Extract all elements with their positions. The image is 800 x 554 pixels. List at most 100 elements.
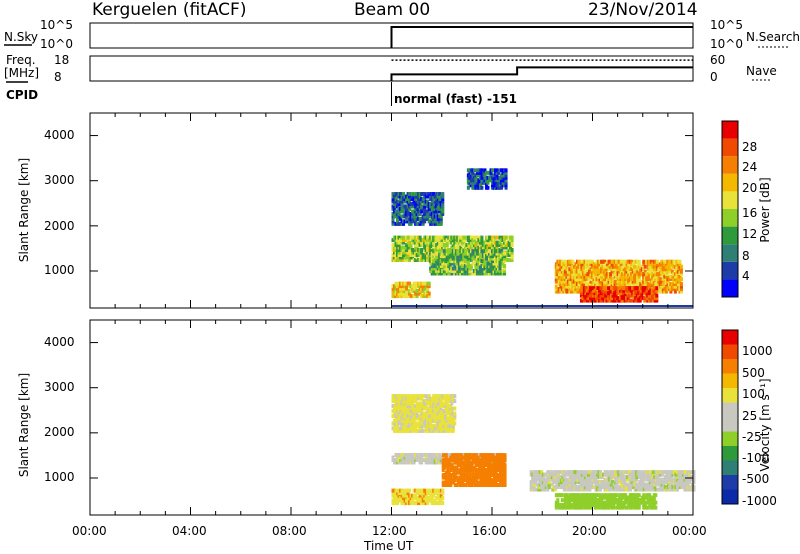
power-cell — [580, 282, 584, 287]
power-cell — [584, 291, 588, 296]
velocity-cell — [402, 428, 406, 433]
power-cell — [494, 170, 498, 175]
power-cell — [466, 180, 470, 185]
power-cell — [554, 272, 558, 277]
power-cell — [471, 261, 475, 266]
power-cell — [475, 240, 479, 245]
power-cell — [487, 170, 491, 175]
power-cell — [400, 197, 404, 202]
power-cell — [655, 262, 659, 267]
power-cell — [468, 266, 472, 271]
power-cell — [429, 221, 433, 226]
velocity-cell — [626, 470, 630, 475]
power-cell — [588, 286, 592, 291]
power-cell — [451, 238, 455, 243]
power-cell — [394, 197, 398, 202]
power-cell — [577, 269, 581, 274]
velocity-cell — [575, 503, 579, 508]
velocity-cell — [430, 488, 434, 493]
power-cell — [578, 264, 582, 269]
velocity-cell — [632, 472, 636, 477]
power-cell — [417, 281, 421, 286]
velocity-cell — [444, 399, 448, 404]
velocity-cell — [612, 470, 616, 475]
velocity-cell — [430, 501, 434, 506]
velocity-cell — [678, 482, 682, 487]
velocity-cell — [442, 394, 446, 399]
velocity-cell — [631, 495, 635, 500]
velocity-cell — [503, 475, 507, 480]
velocity-cell — [465, 463, 469, 468]
power-cell — [408, 219, 412, 224]
power-cell — [580, 269, 584, 274]
power-cell — [649, 284, 653, 289]
power-cell — [637, 279, 641, 284]
velocity-cell — [623, 477, 627, 482]
power-cell — [424, 209, 428, 214]
velocity-cell — [432, 491, 436, 496]
velocity-cell — [453, 453, 457, 458]
velocity-cell — [654, 500, 658, 505]
power-cell — [565, 277, 569, 282]
velocity-cell — [429, 493, 433, 498]
velocity-cell — [687, 472, 691, 477]
velocity-cell — [556, 493, 560, 498]
velocity-cell — [471, 475, 475, 480]
power-cell — [604, 267, 608, 272]
power-cell — [402, 221, 406, 226]
power-cell — [498, 168, 502, 173]
power-cell — [666, 282, 670, 287]
velocity-cell — [399, 421, 403, 426]
velocity-cell — [399, 460, 403, 465]
velocity-cell — [408, 498, 412, 503]
power-cell — [418, 221, 422, 226]
power-cell — [414, 211, 418, 216]
velocity-cell — [421, 498, 425, 503]
velocity-cell — [458, 480, 462, 485]
velocity-cell — [433, 501, 437, 506]
velocity-cell — [430, 416, 434, 421]
power-cell — [474, 254, 478, 259]
power-cell — [423, 197, 427, 202]
velocity-cell — [480, 470, 484, 475]
velocity-cell — [467, 483, 471, 488]
velocity-cell — [464, 463, 468, 468]
power-cell — [438, 204, 442, 209]
velocity-cell — [531, 472, 535, 477]
velocity-cell — [615, 470, 619, 475]
power-cell — [436, 221, 440, 226]
velocity-cell — [663, 477, 667, 482]
velocity-cell — [635, 477, 639, 482]
power-cell — [445, 259, 449, 264]
velocity-cell — [402, 491, 406, 496]
velocity-cell — [414, 411, 418, 416]
power-cell — [414, 291, 418, 296]
velocity-cell — [599, 482, 603, 487]
velocity-cell — [635, 487, 639, 492]
velocity-cell — [441, 463, 445, 468]
power-cell — [492, 256, 496, 261]
power-cell — [414, 235, 418, 240]
velocity-cell — [479, 480, 483, 485]
velocity-cell — [409, 455, 413, 460]
velocity-cell — [563, 503, 567, 508]
power-cell — [433, 221, 437, 226]
velocity-cell — [485, 475, 489, 480]
power-cell — [616, 277, 620, 282]
velocity-cell — [438, 423, 442, 428]
velocity-cell — [537, 485, 541, 490]
power-cell — [498, 251, 502, 256]
xtick: 16:00 — [472, 524, 507, 538]
power-cell — [417, 211, 421, 216]
power-cell — [575, 259, 579, 264]
velocity-cell — [403, 501, 407, 506]
velocity-cell — [560, 505, 564, 510]
power-cell — [501, 178, 505, 183]
power-cell — [474, 240, 478, 245]
velocity-cell — [493, 478, 497, 483]
velocity-cell — [397, 493, 401, 498]
velocity-cell — [599, 470, 603, 475]
velocity-cell — [458, 458, 462, 463]
power-cell — [504, 173, 508, 178]
velocity-cell — [420, 455, 424, 460]
